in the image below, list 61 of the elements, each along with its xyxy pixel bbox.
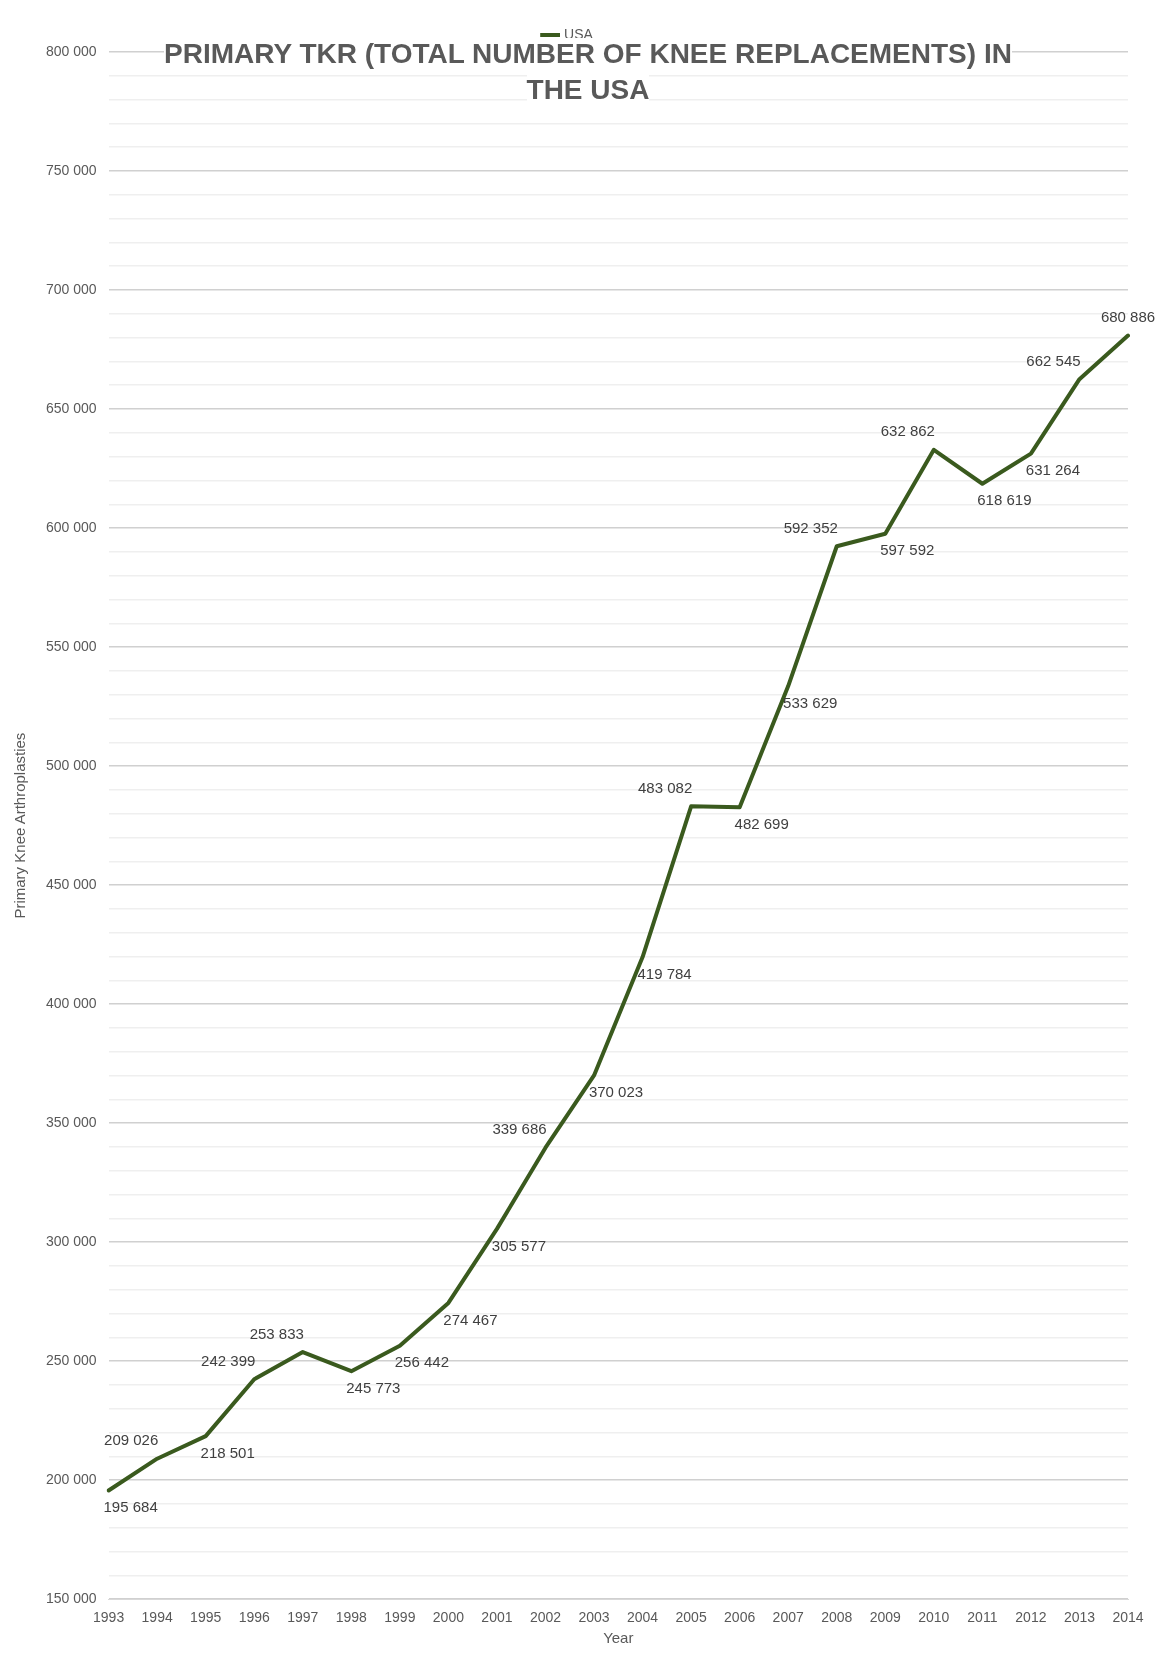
data-label: 482 699 bbox=[734, 814, 789, 832]
y-tick-label: 250 000 bbox=[46, 1352, 97, 1369]
x-tick-label: 2001 bbox=[481, 1609, 513, 1626]
data-label: 631 264 bbox=[1025, 461, 1081, 479]
data-label: 592 352 bbox=[783, 518, 838, 536]
data-label: 370 023 bbox=[588, 1083, 644, 1101]
x-tick-label: 2006 bbox=[724, 1609, 756, 1626]
y-tick-label: 450 000 bbox=[46, 875, 97, 892]
x-tick-label: 2011 bbox=[967, 1609, 998, 1626]
x-tick-label: 2007 bbox=[772, 1609, 804, 1626]
data-label: 305 577 bbox=[491, 1236, 547, 1254]
x-tick-label: 1998 bbox=[335, 1609, 368, 1626]
y-axis-title: Primary Knee Arthroplasties bbox=[11, 732, 29, 919]
data-label: 274 467 bbox=[443, 1310, 498, 1328]
y-tick-label: 650 000 bbox=[46, 399, 97, 416]
y-tick-label: 800 000 bbox=[46, 42, 97, 59]
y-tick-label: 550 000 bbox=[46, 637, 97, 654]
data-label: 662 545 bbox=[1026, 351, 1081, 369]
x-tick-label: 2014 bbox=[1112, 1609, 1144, 1626]
x-tick-label: 2012 bbox=[1015, 1609, 1047, 1626]
y-tick-label: 700 000 bbox=[46, 280, 97, 297]
data-label: 618 619 bbox=[977, 491, 1032, 509]
x-tick-label: 1995 bbox=[190, 1609, 222, 1626]
data-label: 483 082 bbox=[638, 779, 693, 796]
data-label: 339 686 bbox=[492, 1120, 547, 1138]
y-tick-label: 600 000 bbox=[46, 518, 97, 535]
y-tick-label: 300 000 bbox=[46, 1233, 97, 1250]
x-tick-label: 2002 bbox=[529, 1609, 562, 1626]
y-tick-label: 150 000 bbox=[46, 1590, 97, 1607]
x-tick-label: 2005 bbox=[675, 1609, 707, 1626]
data-label: 533 629 bbox=[783, 693, 838, 711]
x-tick-label: 1994 bbox=[141, 1609, 173, 1626]
data-label: 632 862 bbox=[880, 422, 935, 440]
y-tick-label: 500 000 bbox=[46, 756, 97, 773]
y-tick-label: 200 000 bbox=[46, 1471, 97, 1488]
data-label: 209 026 bbox=[104, 1431, 159, 1449]
x-tick-label: 2000 bbox=[432, 1609, 465, 1626]
x-tick-label: 2004 bbox=[627, 1609, 659, 1626]
data-label: 242 399 bbox=[201, 1351, 256, 1369]
data-label: 253 833 bbox=[249, 1324, 304, 1342]
x-tick-label: 2013 bbox=[1063, 1609, 1096, 1626]
y-tick-label: 750 000 bbox=[46, 161, 97, 178]
x-tick-label: 1996 bbox=[238, 1609, 271, 1626]
data-label: 245 773 bbox=[346, 1378, 401, 1396]
x-tick-label: 2010 bbox=[918, 1609, 950, 1626]
x-tick-label: 1999 bbox=[384, 1609, 416, 1626]
x-tick-label: 2008 bbox=[821, 1609, 853, 1626]
chart-title: PRIMARY TKR (TOTAL NUMBER OF KNEE REPLACEMENTS) IN THE USA bbox=[164, 38, 1012, 106]
x-axis-title: Year bbox=[603, 1629, 634, 1647]
x-tick-label: 2009 bbox=[869, 1609, 902, 1626]
y-tick-label: 400 000 bbox=[46, 994, 97, 1011]
data-label: 218 501 bbox=[200, 1443, 255, 1461]
data-label: 597 592 bbox=[880, 541, 935, 559]
data-label: 195 684 bbox=[103, 1498, 158, 1516]
data-label: 680 886 bbox=[1100, 308, 1156, 326]
data-label: 256 442 bbox=[394, 1353, 449, 1371]
data-label: 419 784 bbox=[637, 964, 692, 982]
x-tick-label: 2003 bbox=[578, 1609, 610, 1626]
y-tick-label: 350 000 bbox=[46, 1114, 97, 1130]
x-tick-label: 1997 bbox=[287, 1609, 319, 1626]
x-tick-label: 1993 bbox=[93, 1609, 125, 1626]
